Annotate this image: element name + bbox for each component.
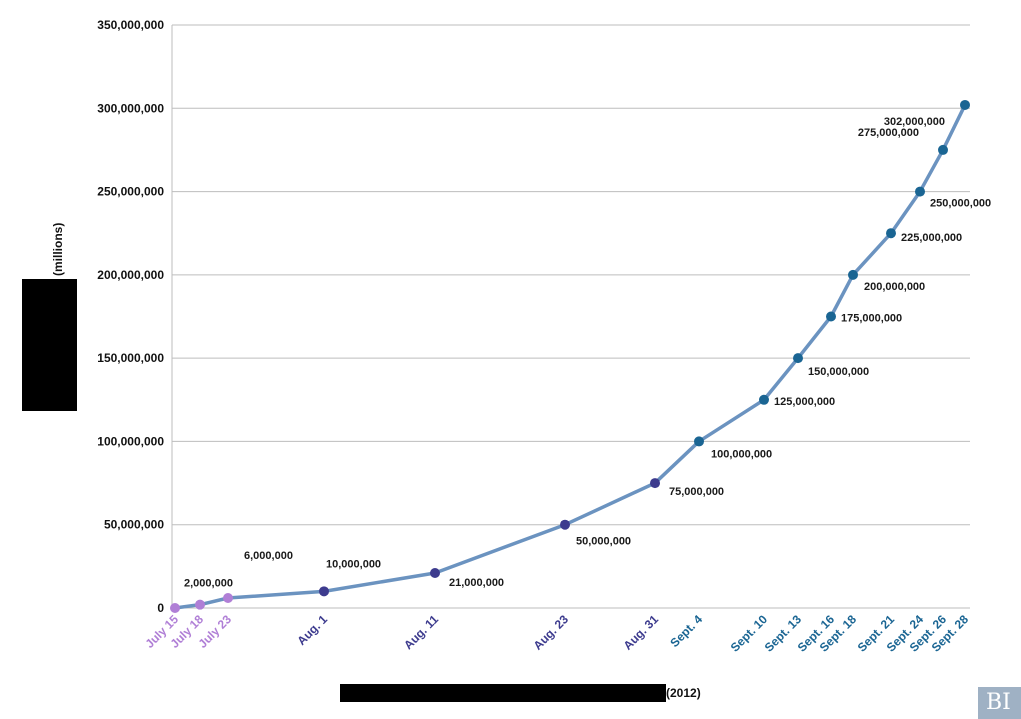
data-label: 50,000,000	[576, 536, 631, 548]
data-point	[960, 99, 970, 110]
x-tick-label: Aug. 11	[401, 612, 441, 652]
y-tick-label: 150,000,000	[97, 351, 164, 365]
data-points	[170, 99, 970, 613]
data-point	[915, 186, 925, 197]
data-point	[650, 478, 660, 489]
data-label: 10,000,000	[326, 558, 381, 570]
publisher-logo: BI	[978, 687, 1021, 719]
data-label: 100,000,000	[711, 448, 772, 460]
data-label: 125,000,000	[774, 396, 835, 408]
y-tick-label: 250,000,000	[97, 185, 164, 199]
data-label: 6,000,000	[244, 550, 293, 562]
y-tick-label: 0	[157, 601, 164, 615]
y-tick-label: 100,000,000	[97, 434, 164, 448]
data-point	[430, 568, 440, 579]
data-label: 200,000,000	[864, 281, 925, 293]
data-label: 21,000,000	[449, 577, 504, 589]
series-line	[174, 104, 967, 610]
data-point	[759, 394, 769, 405]
y-tick-labels: 0 50,000,000 100,000,000 150,000,000 200,000…	[97, 18, 164, 615]
x-tick-label: Aug. 23	[531, 612, 572, 653]
data-label: 75,000,000	[669, 486, 724, 498]
x-axis-label: (2012)	[666, 686, 701, 700]
data-point	[560, 519, 570, 530]
data-point	[195, 599, 205, 610]
data-labels: 2,000,000 6,000,000 10,000,000 21,000,000 50…	[184, 116, 991, 590]
data-label: 2,000,000	[184, 578, 233, 590]
y-tick-label: 350,000,000	[97, 18, 164, 32]
data-point	[319, 586, 329, 597]
data-point	[694, 436, 704, 447]
data-label: 250,000,000	[930, 198, 991, 210]
redaction-block	[340, 684, 666, 702]
y-tick-label: 50,000,000	[104, 518, 164, 532]
x-tick-label: Aug. 31	[621, 612, 662, 653]
data-point	[793, 353, 803, 364]
y-tick-label: 200,000,000	[97, 268, 164, 282]
y-axis-label: (millions)	[51, 223, 65, 276]
data-point	[886, 228, 896, 239]
data-label: 175,000,000	[841, 313, 902, 325]
data-point	[170, 603, 180, 613]
redaction-block	[22, 279, 77, 411]
x-tick-label: Sept. 4	[667, 612, 705, 650]
data-label: 225,000,000	[901, 232, 962, 244]
x-tick-label: Aug. 1	[294, 612, 330, 648]
gridlines	[171, 24, 970, 609]
data-point	[938, 144, 948, 155]
data-point	[223, 593, 233, 604]
data-label: 302,000,000	[884, 116, 945, 128]
y-tick-label: 300,000,000	[97, 101, 164, 115]
data-label: 275,000,000	[858, 127, 919, 139]
data-label: 150,000,000	[808, 366, 869, 378]
data-point	[848, 269, 858, 280]
data-point	[826, 311, 836, 322]
